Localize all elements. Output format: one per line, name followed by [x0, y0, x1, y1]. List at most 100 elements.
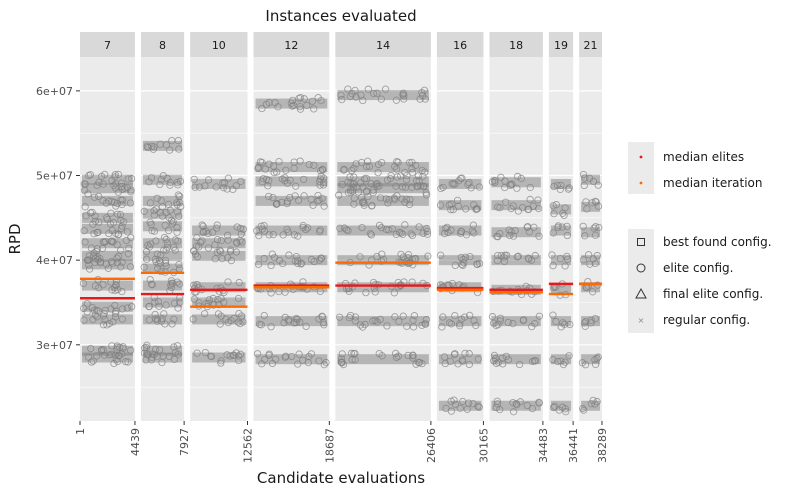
elite-config-point: [108, 237, 116, 245]
elite-config-point: [294, 259, 302, 268]
elite-config-point: [89, 357, 97, 365]
elite-config-point: [88, 208, 96, 216]
regular-config-band: [581, 227, 600, 238]
facet-strip: [253, 32, 330, 57]
elite-config-point: [162, 301, 170, 309]
elite-config-point: [528, 322, 536, 331]
elite-config-point: [217, 312, 225, 320]
elite-config-point: [233, 223, 241, 231]
elite-config-point: [421, 168, 429, 176]
chart-title: Instances evaluated: [265, 7, 416, 25]
elite-config-point: [592, 198, 600, 206]
elite-config-point: [195, 243, 203, 251]
legend-shape-key: ×: [638, 316, 645, 325]
elite-config-point: [235, 356, 243, 365]
elite-config-point: [412, 161, 420, 170]
elite-config-point: [337, 91, 345, 99]
elite-config-point: [150, 207, 158, 215]
elite-config-point: [95, 218, 103, 226]
legend-shape-key: [635, 287, 647, 299]
elite-config-point: [83, 299, 91, 308]
elite-config-point: [154, 298, 163, 306]
elite-config-point: [587, 316, 595, 325]
elite-config-point: [288, 102, 296, 110]
elite-config-point: [110, 181, 118, 190]
elite-config-point: [113, 254, 121, 262]
elite-config-point: [175, 260, 183, 269]
elite-config-point: [190, 175, 198, 184]
elite-config-point: [462, 205, 470, 213]
elite-config-point: [459, 255, 467, 264]
elite-config-point: [344, 226, 352, 235]
elite-config-point: [190, 295, 199, 303]
elite-config-point: [556, 254, 564, 263]
legend-line-label: median elites: [663, 150, 744, 164]
elite-config-point: [105, 351, 113, 359]
regular-config-band: [255, 255, 328, 266]
elite-config-point: [161, 221, 169, 229]
facet-strip: [436, 32, 484, 57]
elite-config-point: [496, 405, 504, 414]
elite-config-point: [412, 177, 421, 185]
facet-panel: [79, 57, 136, 421]
facet-strip: [579, 32, 602, 57]
elite-config-point: [404, 254, 412, 262]
facet-strip-label: 21: [584, 39, 598, 52]
legend-shapes-keybox: [628, 229, 654, 333]
elite-config-point: [535, 398, 543, 407]
regular-config-band: [491, 316, 541, 327]
elite-config-point: [199, 222, 207, 230]
y-axis: 3e+07 4e+07 5e+07 6e+07: [36, 85, 80, 352]
elite-config-point: [201, 348, 210, 357]
elite-config-point: [170, 299, 179, 307]
legend-shape-label: final elite config.: [663, 287, 763, 301]
elite-config-point: [215, 287, 223, 295]
elite-config-point: [364, 85, 372, 93]
elite-config-point: [90, 193, 99, 201]
regular-config-band: [142, 221, 183, 232]
elite-config-point: [409, 352, 417, 360]
elite-config-point: [105, 229, 113, 238]
elite-config-point: [494, 203, 502, 211]
facet-strips: 7 8 10 12 14 16 18 19 21: [80, 32, 602, 57]
elite-config-point: [267, 261, 275, 270]
elite-config-point: [593, 397, 601, 406]
elite-config-point: [217, 294, 225, 303]
elite-config-point: [515, 360, 524, 369]
elite-config-point: [494, 320, 502, 329]
elite-config-point: [294, 232, 302, 240]
elite-config-point: [282, 166, 290, 174]
elite-config-point: [257, 321, 265, 329]
legend-shape-label: best found config.: [663, 235, 772, 249]
elite-config-point: [459, 261, 467, 270]
elite-config-point: [126, 199, 135, 207]
elite-config-point: [198, 237, 206, 245]
elite-config-point: [447, 206, 455, 214]
elite-config-point: [101, 306, 109, 315]
elite-config-point: [316, 167, 325, 175]
elite-config-point: [234, 294, 243, 303]
elite-config-point: [453, 196, 462, 205]
elite-config-point: [352, 160, 360, 168]
regular-config-band: [82, 183, 133, 194]
elite-config-point: [168, 220, 176, 228]
elite-config-point: [173, 342, 182, 350]
elite-config-point: [374, 168, 382, 177]
elite-config-point: [591, 315, 599, 323]
regular-config-band: [192, 238, 246, 249]
elite-config-point: [507, 228, 515, 236]
elite-config-point: [318, 165, 327, 174]
elite-config-point: [382, 195, 390, 203]
elite-config-point: [436, 201, 445, 209]
elite-config-point: [509, 232, 518, 240]
facet-panels: [79, 57, 603, 421]
elite-config-point: [548, 251, 556, 259]
elite-config-point: [399, 312, 407, 320]
facet-strip: [140, 32, 185, 57]
x-tick-label: 30165: [477, 428, 490, 463]
elite-config-point: [90, 230, 98, 238]
elite-config-point: [398, 183, 407, 191]
elite-config-point: [558, 223, 566, 231]
elite-config-point: [579, 256, 588, 264]
